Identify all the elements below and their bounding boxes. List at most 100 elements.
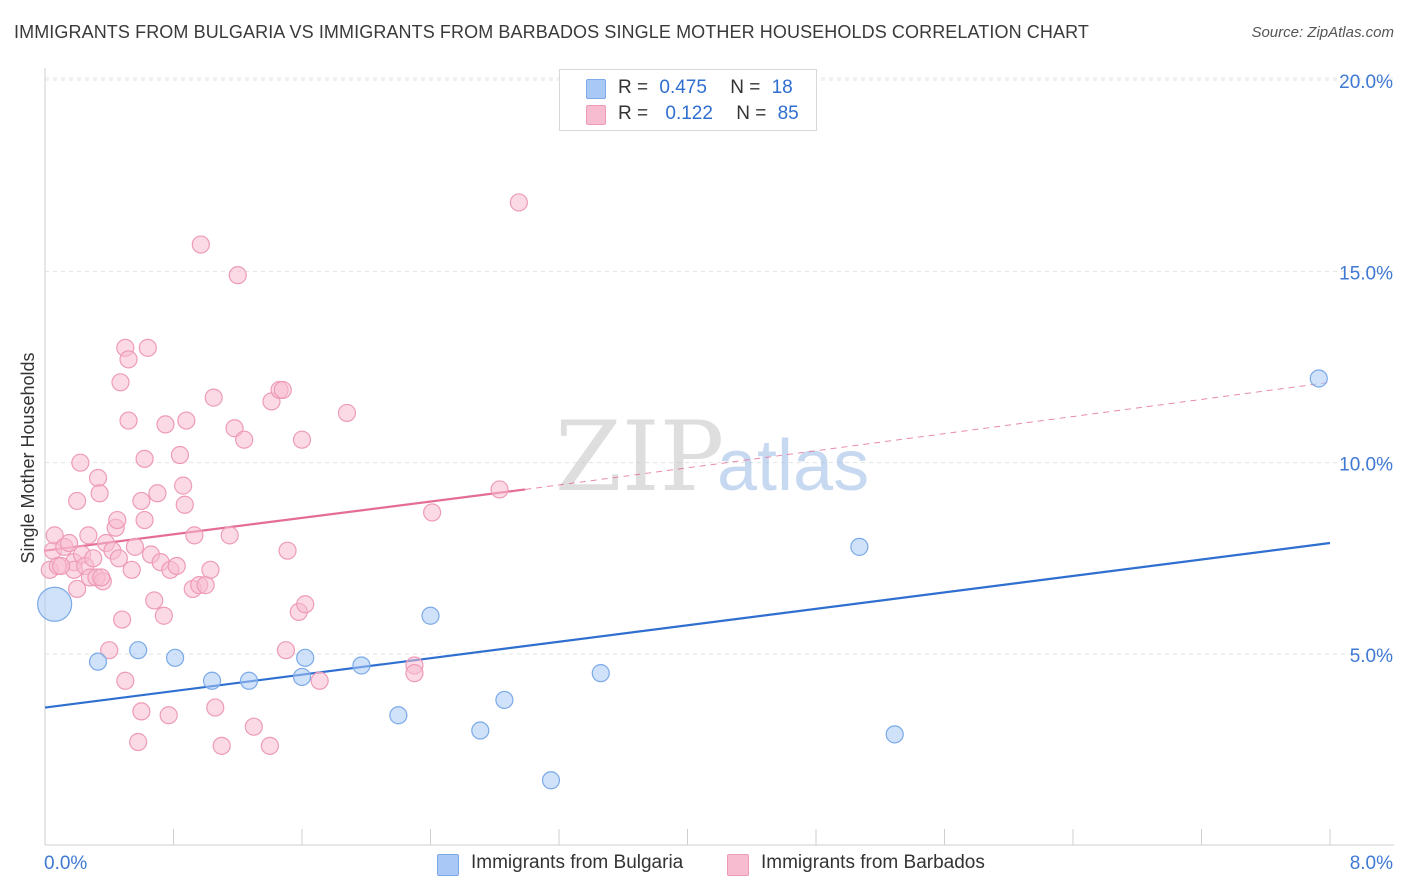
x-tick-label-min: 0.0%	[44, 853, 87, 874]
correlation-legend: R = 0.475 N = 18 R = 0.122 N = 85	[559, 69, 817, 131]
barbados-point	[84, 549, 103, 568]
barbados-point	[92, 568, 111, 587]
barbados-point	[175, 495, 194, 514]
barbados-point	[119, 350, 138, 369]
x-tick-label-max: 8.0%	[1350, 853, 1393, 874]
grid-layer	[45, 77, 1394, 655]
barbados-point	[135, 510, 154, 530]
bulgaria-point	[352, 656, 371, 675]
barbados-point	[111, 373, 130, 392]
barbados-point	[296, 595, 315, 614]
barbados-point	[167, 556, 186, 576]
legend-swatch-barbados	[586, 105, 606, 125]
barbados-point	[122, 560, 141, 579]
barbados-point	[185, 526, 204, 545]
y-tick-label: 15.0%	[1339, 263, 1393, 284]
y-tick-label: 5.0%	[1350, 646, 1393, 667]
chart-title: IMMIGRANTS FROM BULGARIA VS IMMIGRANTS F…	[14, 22, 1089, 42]
trend-layer	[44, 381, 1331, 709]
bulgaria-points	[37, 369, 1328, 790]
y-tick-label: 10.0%	[1339, 455, 1393, 476]
barbados-point	[112, 610, 132, 629]
barbados-point	[88, 468, 108, 488]
bulgaria-point	[166, 648, 185, 667]
barbados-point	[212, 736, 231, 755]
axis-layer: 5.0% 10.0% 15.0% 20.0% 0.0% 8.0%	[44, 68, 1394, 874]
barbados-point	[244, 717, 263, 736]
barbados-point	[278, 541, 297, 560]
legend-r-label: R =	[618, 77, 649, 98]
bulgaria-trendline	[44, 541, 1331, 709]
barbados-point	[79, 526, 98, 545]
bulgaria-point	[591, 664, 610, 683]
bottom-legend-swatch-bulgaria	[437, 854, 459, 876]
legend-n-label: N =	[736, 103, 767, 124]
y-axis-label: Single Mother Households	[18, 352, 38, 563]
barbados-point	[132, 491, 151, 511]
barbados-point	[235, 430, 254, 449]
barbados-point	[156, 415, 175, 434]
bulgaria-point	[471, 721, 490, 740]
barbados-point	[154, 606, 173, 625]
bulgaria-point	[389, 706, 408, 725]
barbados-point	[108, 510, 127, 530]
barbados-point	[310, 671, 329, 690]
legend-swatch-bulgaria	[586, 79, 606, 99]
bulgaria-point	[292, 667, 312, 687]
bulgaria-point	[37, 586, 73, 622]
barbados-point	[138, 338, 157, 357]
barbados-point	[129, 732, 148, 752]
barbados-point	[423, 503, 442, 522]
bottom-legend-label: Immigrants from Barbados	[761, 852, 985, 873]
barbados-trendline-extension	[525, 381, 1331, 490]
barbados-point	[292, 430, 312, 449]
barbados-point	[132, 702, 151, 721]
legend-r-value: 0.122	[665, 103, 713, 124]
barbados-point	[260, 736, 279, 755]
barbados-point	[148, 484, 167, 503]
barbados-point	[490, 480, 509, 499]
barbados-point	[509, 193, 528, 212]
bulgaria-point	[202, 671, 222, 690]
barbados-point	[100, 641, 119, 660]
barbados-point	[204, 388, 223, 407]
barbados-point	[109, 549, 128, 568]
watermark-zip: ZIP	[555, 401, 724, 513]
watermark-atlas: atlas	[717, 426, 869, 506]
barbados-point	[119, 411, 138, 430]
y-tick-label: 20.0%	[1339, 72, 1393, 93]
barbados-point	[196, 576, 215, 595]
barbados-point	[116, 671, 135, 690]
barbados-point	[201, 560, 220, 579]
bulgaria-point	[88, 652, 108, 671]
legend-r-value: 0.475	[659, 77, 707, 98]
bulgaria-point	[421, 606, 440, 625]
barbados-point	[276, 641, 296, 660]
barbados-point	[191, 235, 210, 254]
barbados-point	[68, 491, 87, 511]
barbados-point	[220, 526, 239, 545]
bulgaria-point	[541, 771, 561, 790]
barbados-point	[206, 698, 225, 717]
legend-r-label: R =	[618, 103, 649, 124]
barbados-point	[68, 579, 87, 599]
barbados-point	[174, 476, 193, 495]
barbados-point	[159, 706, 178, 725]
barbados-point	[228, 266, 247, 285]
legend-n-label: N =	[730, 77, 761, 98]
bulgaria-point	[1309, 369, 1328, 388]
barbados-point	[135, 449, 154, 468]
barbados-point	[59, 533, 79, 553]
barbados-trendline	[44, 488, 526, 552]
bulgaria-point	[885, 725, 904, 744]
barbados-point	[337, 403, 357, 423]
legend-n-value: 18	[771, 77, 793, 98]
source-credit: Source: ZipAtlas.com	[1251, 24, 1394, 41]
barbados-point	[177, 411, 196, 430]
bulgaria-point	[239, 671, 259, 690]
bottom-legend-label: Immigrants from Bulgaria	[471, 852, 684, 873]
barbados-point	[170, 445, 190, 465]
barbados-point	[125, 537, 145, 556]
bulgaria-point	[850, 537, 869, 556]
